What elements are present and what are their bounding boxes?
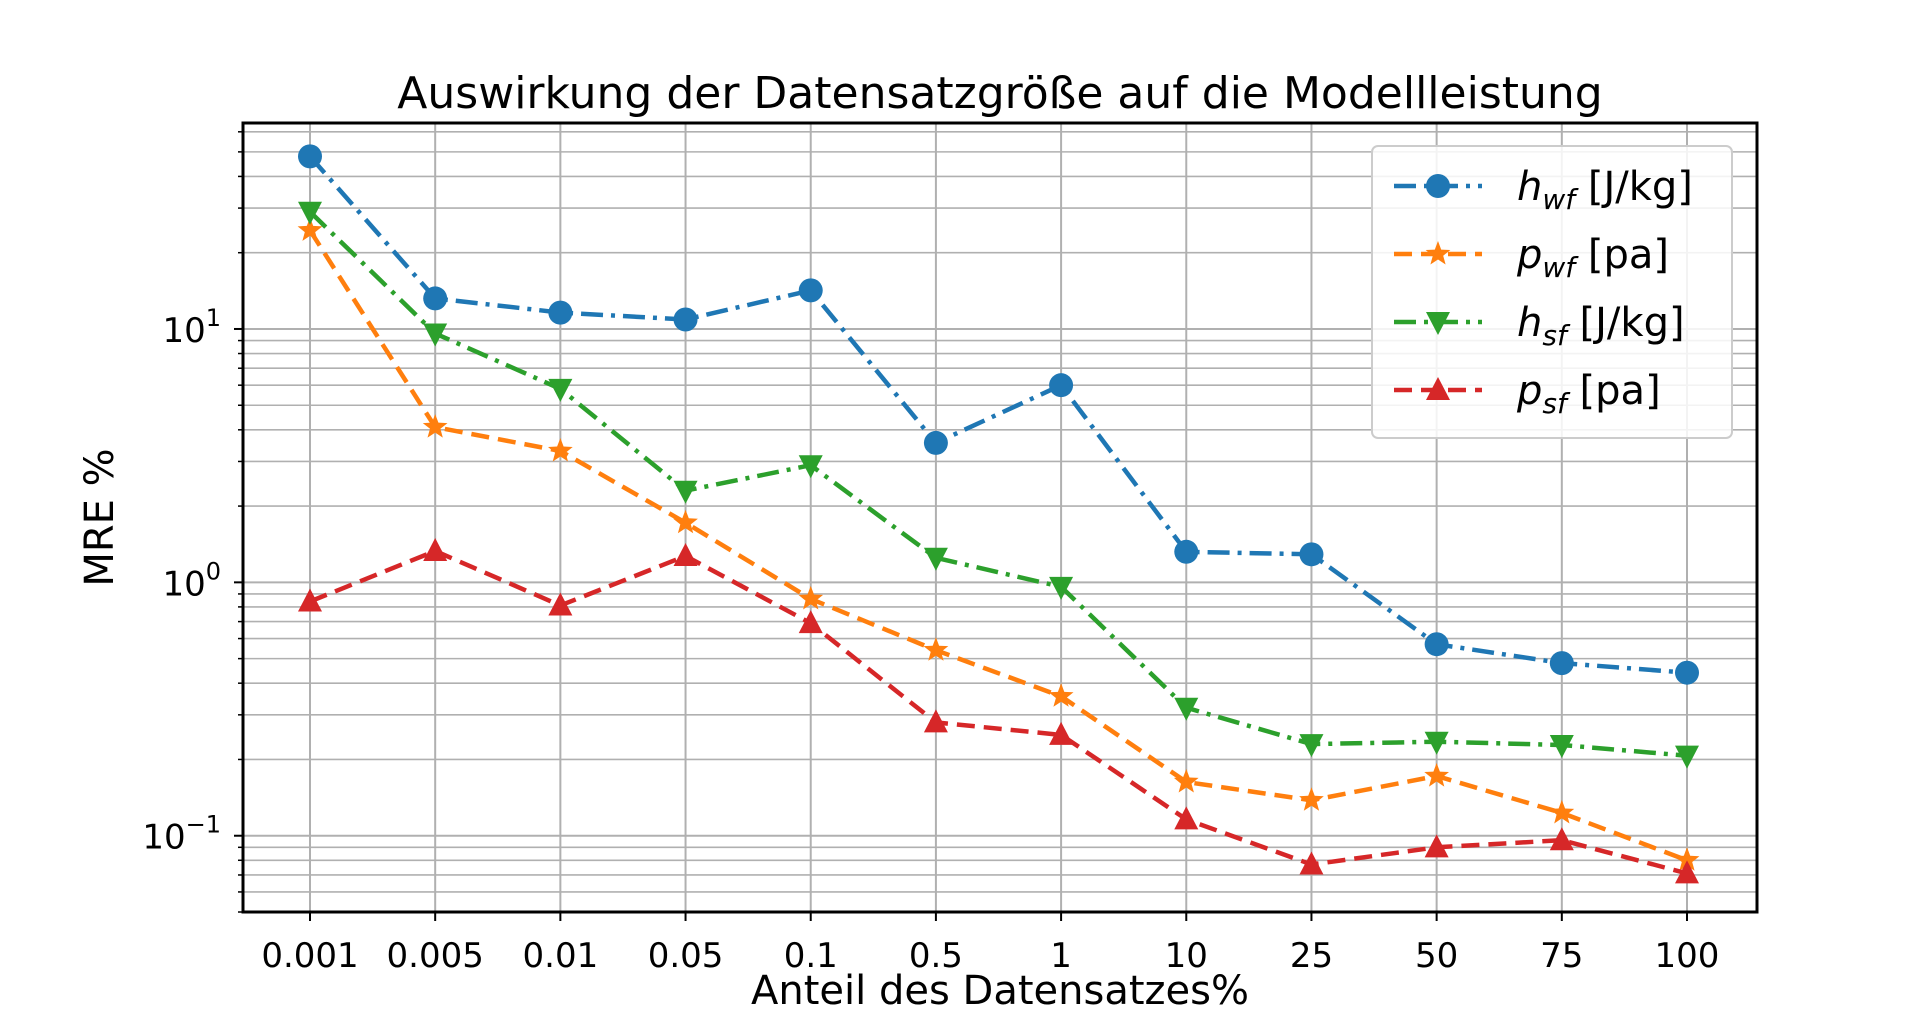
data-point (923, 547, 948, 571)
data-point (1426, 174, 1450, 198)
x-tick-label: 0.1 (784, 936, 838, 976)
x-tick-label: 0.001 (261, 936, 358, 976)
data-point (1299, 734, 1324, 758)
data-point (1675, 660, 1699, 685)
data-point (422, 414, 448, 438)
series-line (308, 154, 1688, 675)
legend: hwf [J/kg] pwf [pa] hsf [J/kg] psf [pa] (1371, 145, 1733, 439)
legend-item: hwf [J/kg] (1394, 164, 1693, 216)
data-point (673, 480, 698, 504)
data-point (298, 144, 322, 169)
x-tick-label: 100 (1655, 936, 1720, 976)
data-point (1426, 377, 1450, 400)
data-point (1674, 847, 1700, 871)
data-point (1424, 632, 1449, 657)
x-tick-label: 50 (1415, 936, 1458, 976)
x-tick-label: 25 (1290, 936, 1333, 976)
data-point (1049, 721, 1074, 745)
series-line (308, 229, 1688, 863)
series-p-wf (297, 217, 1700, 871)
x-axis-label: Anteil des Datensatzes% (751, 968, 1249, 1014)
data-point (1425, 241, 1451, 265)
data-point (798, 585, 824, 610)
data-point (298, 201, 322, 225)
data-point (1174, 539, 1199, 564)
data-point (1299, 851, 1324, 875)
data-point (673, 307, 698, 332)
legend-item: hsf [J/kg] (1394, 300, 1685, 352)
y-tick-label: 101 (162, 304, 221, 351)
x-tick-label: 10 (1165, 936, 1208, 976)
legend-label: psf [pa] (1516, 368, 1661, 420)
x-tick-label: 0.01 (523, 936, 599, 976)
data-point (1173, 769, 1199, 793)
data-point (548, 300, 573, 325)
data-point (798, 455, 823, 479)
data-point (923, 709, 948, 733)
series-line (309, 548, 1688, 876)
x-tick-label: 0.5 (909, 936, 963, 976)
data-point (1174, 806, 1199, 830)
data-point (298, 588, 322, 612)
x-tick-label: 75 (1540, 936, 1583, 976)
y-axis-label: MRE % (77, 448, 123, 586)
legend-label: pwf [pa] (1516, 232, 1669, 284)
series-h-wf (298, 144, 1699, 685)
data-point (423, 323, 448, 347)
data-point (548, 592, 573, 616)
data-point (1675, 860, 1699, 884)
chart-title: Auswirkung der Datensatzgröße auf die Mo… (397, 68, 1602, 119)
data-point (923, 637, 949, 661)
data-point (1549, 827, 1574, 851)
data-point (1426, 312, 1450, 335)
data-point (1049, 373, 1074, 398)
data-point (1049, 576, 1074, 600)
legend-item: psf [pa] (1394, 368, 1661, 420)
data-point (923, 430, 948, 455)
data-point (1299, 787, 1324, 811)
data-point (1424, 834, 1449, 858)
data-point (548, 378, 573, 402)
data-point (1174, 697, 1199, 721)
x-tick-label: 0.005 (387, 936, 484, 976)
data-point (1299, 542, 1324, 567)
data-point (548, 438, 573, 462)
data-point (1048, 683, 1074, 707)
series-layer (297, 144, 1700, 884)
series-h-sf (298, 201, 1699, 769)
data-point (423, 286, 448, 311)
axis-ticks: 0.001 0.005 0.01 0.05 0.1 0.5 1 10 25 50 75 100 101 1… (142, 131, 1720, 976)
data-point (1549, 735, 1574, 759)
data-point (798, 278, 823, 303)
data-point (423, 537, 448, 561)
series-line (308, 210, 1688, 758)
y-tick-label: 10−1 (142, 811, 221, 858)
plot-frame (241, 121, 1759, 914)
series-p-sf (298, 537, 1699, 884)
x-tick-label: 0.05 (648, 936, 724, 976)
data-point (1675, 745, 1699, 769)
legend-item: pwf [pa] (1394, 232, 1669, 284)
data-point (1549, 651, 1574, 676)
data-point (673, 509, 698, 534)
x-tick-label: 1 (1050, 936, 1072, 976)
data-point (1424, 731, 1449, 755)
data-point (1549, 799, 1575, 824)
data-point (673, 543, 698, 567)
data-point (297, 217, 323, 241)
data-point (798, 610, 823, 634)
legend-label: hsf [J/kg] (1517, 300, 1685, 352)
data-point (1424, 763, 1449, 787)
legend-box (1371, 145, 1733, 439)
legend-label: hwf [J/kg] (1517, 164, 1693, 216)
y-tick-label: 100 (162, 557, 221, 604)
